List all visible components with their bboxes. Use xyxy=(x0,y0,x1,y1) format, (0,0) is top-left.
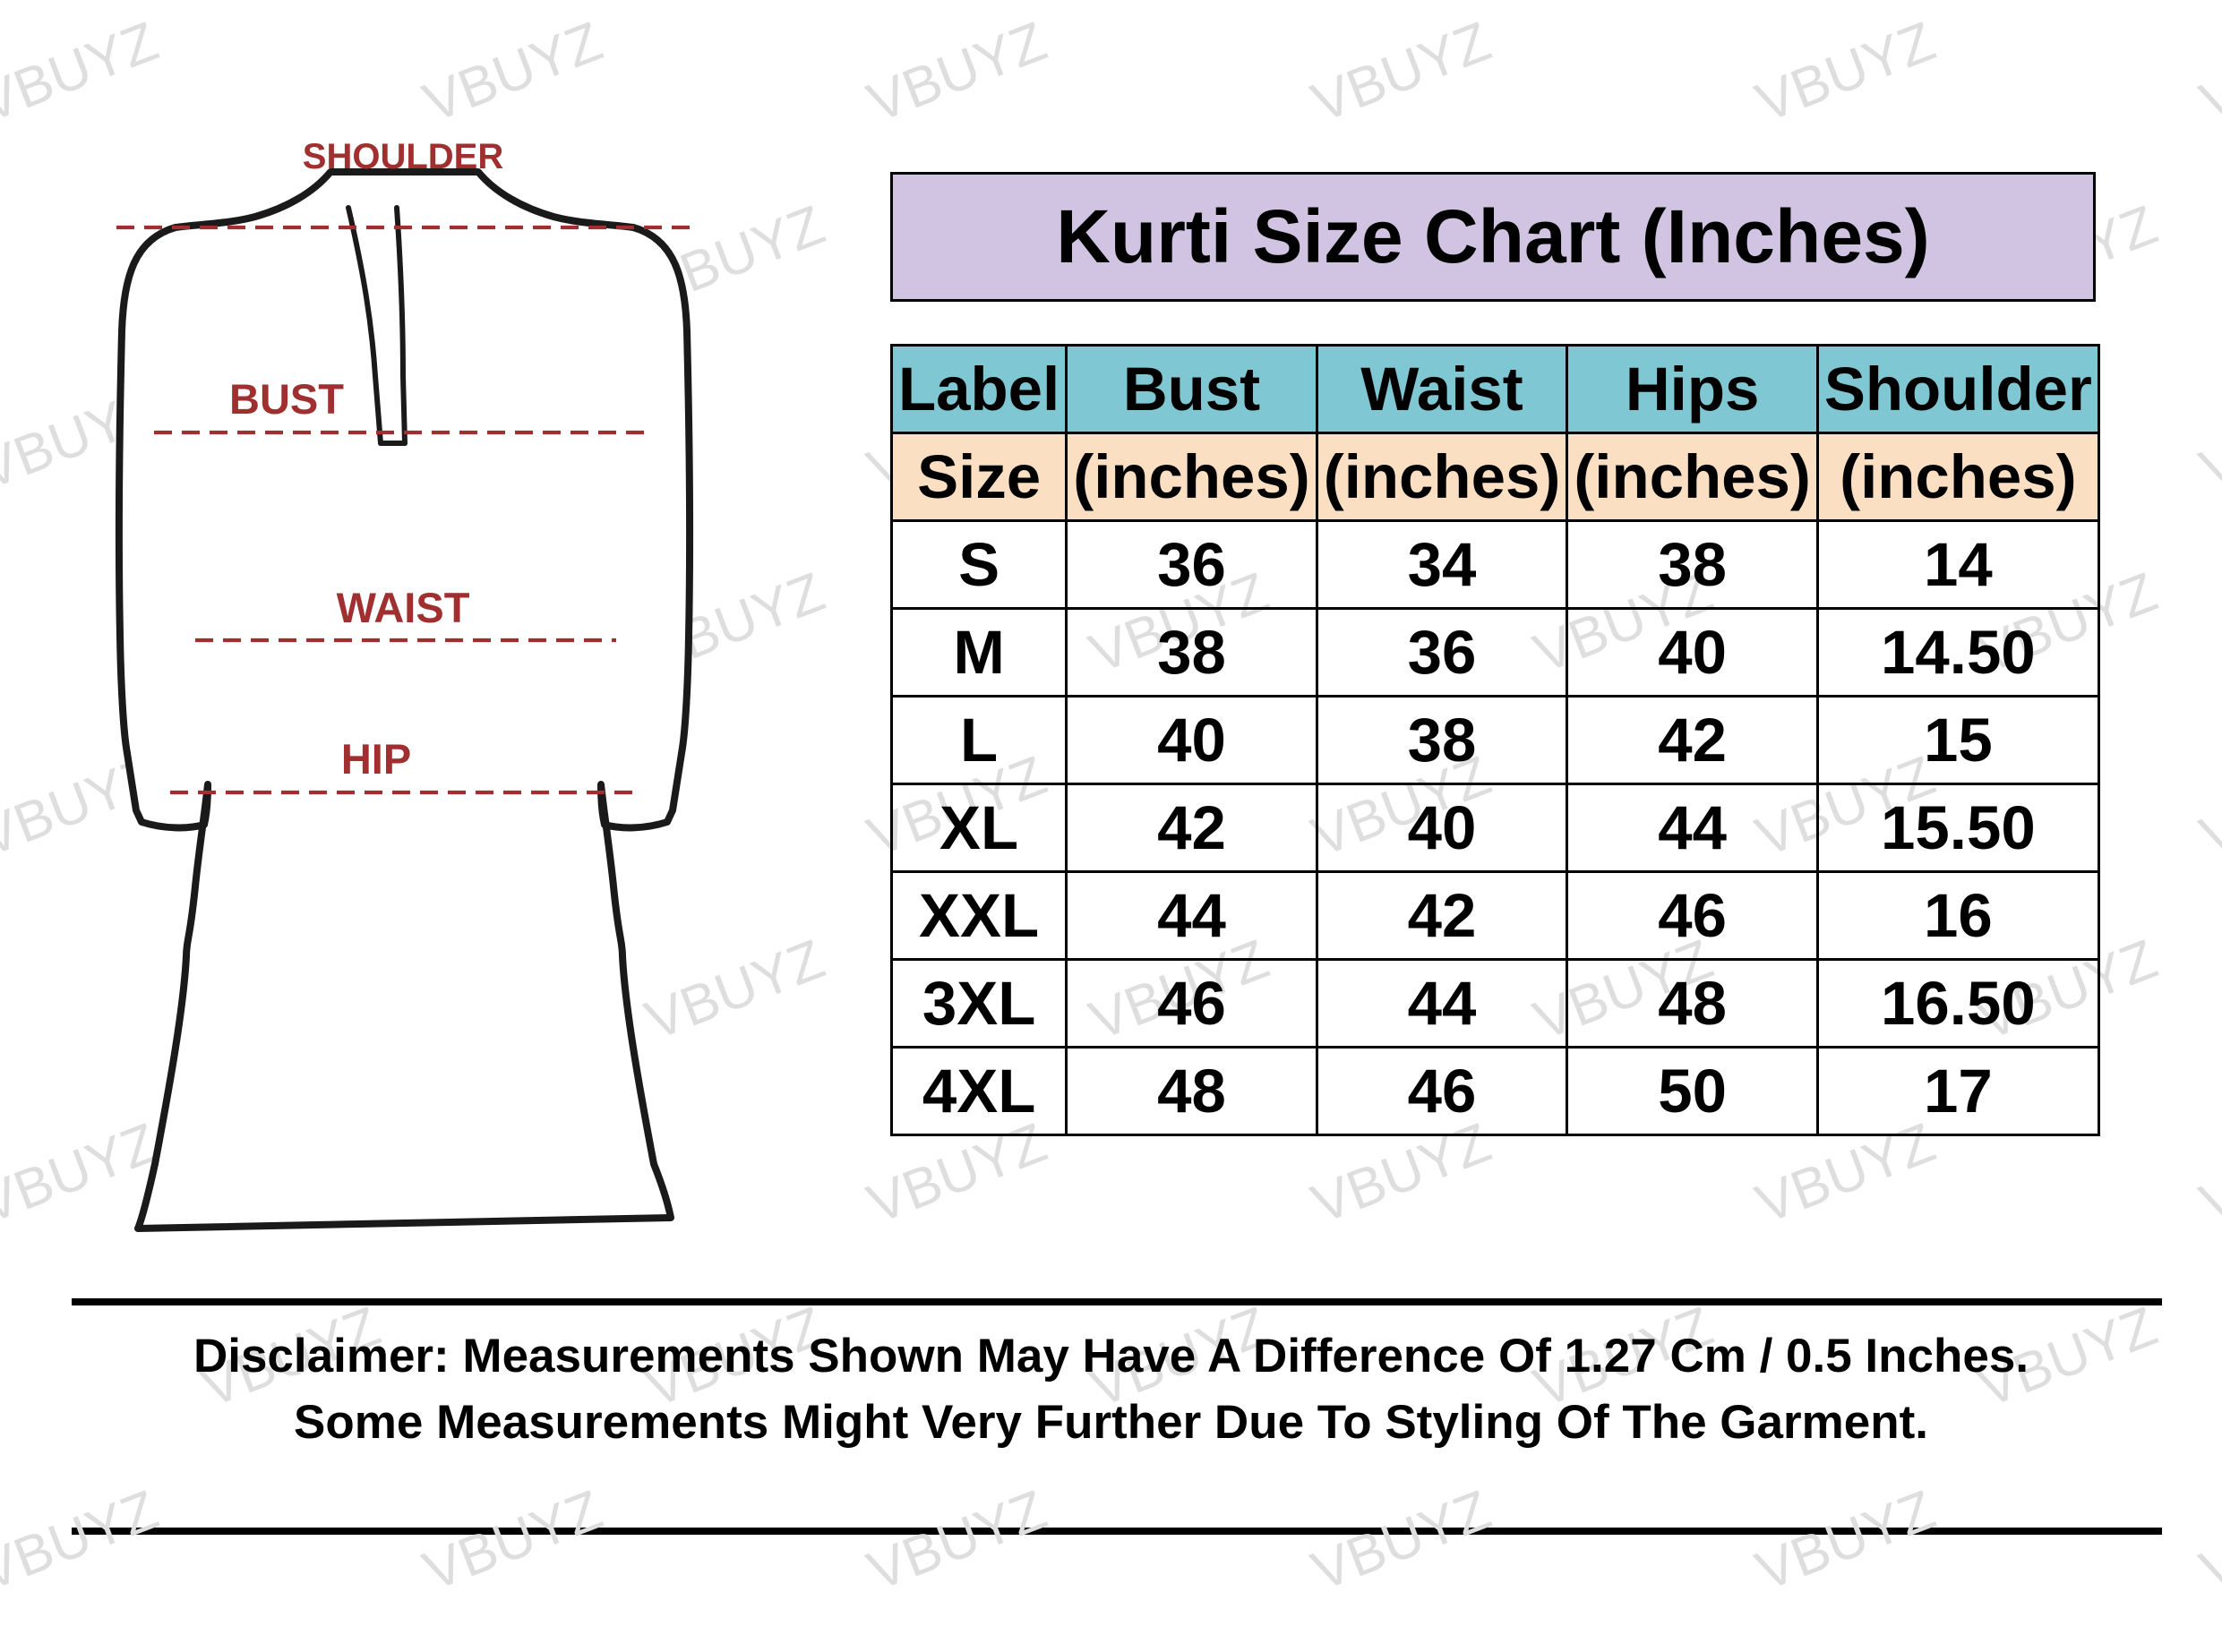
svg-text:WAIST: WAIST xyxy=(337,584,470,631)
svg-text:BUST: BUST xyxy=(229,375,344,423)
svg-text:HIP: HIP xyxy=(341,735,411,783)
svg-text:SHOULDER: SHOULDER xyxy=(303,137,504,176)
